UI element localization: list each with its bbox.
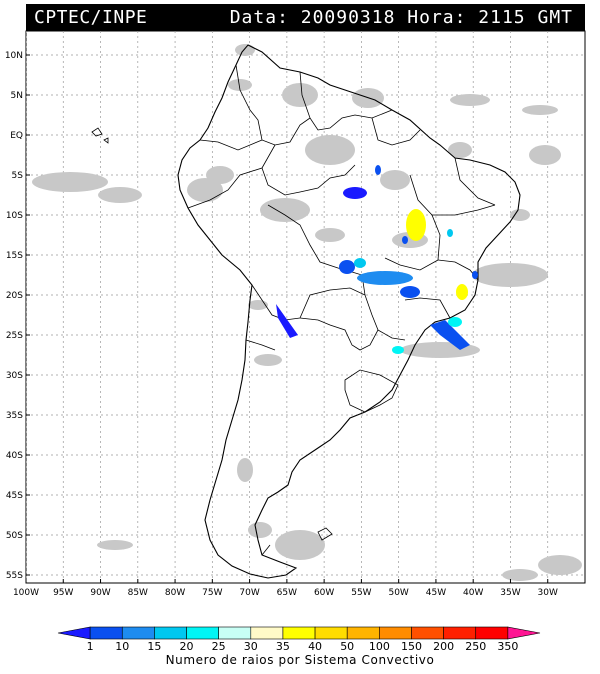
lat-tick-label: 55S xyxy=(6,571,23,581)
legend-label: 150 xyxy=(401,640,422,653)
grid-lines xyxy=(26,31,585,583)
storm-cell xyxy=(400,286,420,298)
lon-tick-label: 45W xyxy=(426,588,446,598)
source-label: CPTEC/INPE xyxy=(34,7,148,28)
legend-swatch xyxy=(282,626,316,640)
legend-swatch xyxy=(154,626,187,640)
lat-tick-label: 40S xyxy=(6,451,23,461)
lat-tick-label: 35S xyxy=(6,411,23,421)
lat-tick-label: 25S xyxy=(6,331,23,341)
storm-cell xyxy=(406,209,426,241)
storm-cell xyxy=(402,236,408,244)
legend-label: 1 xyxy=(87,640,94,653)
legend-label: 30 xyxy=(244,640,258,653)
storm-cell xyxy=(448,317,462,327)
lat-tick-label: 5N xyxy=(11,91,23,101)
legend-swatch xyxy=(507,626,541,640)
lat-tick-label: 10N xyxy=(5,51,23,61)
legend-label: 10 xyxy=(115,640,129,653)
legend-swatch xyxy=(186,626,219,640)
legend-swatch xyxy=(57,626,91,640)
lon-tick-label: 60W xyxy=(314,588,334,598)
legend-label: 100 xyxy=(369,640,390,653)
legend-label: 15 xyxy=(147,640,161,653)
storm-cell xyxy=(392,346,404,354)
storm-cell xyxy=(430,320,470,350)
legend-swatch xyxy=(379,626,412,640)
legend-label: 250 xyxy=(465,640,486,653)
legend-swatch xyxy=(218,626,252,640)
lon-tick-label: 80W xyxy=(165,588,185,598)
lat-tick-label: EQ xyxy=(10,131,23,141)
cloud-cover xyxy=(32,44,582,581)
legend-label: 50 xyxy=(340,640,354,653)
longitude-labels: 100W 95W 90W 85W 80W 75W 70W 65W 60W 55W 50W 45W 40W… xyxy=(13,579,558,598)
lon-tick-label: 30W xyxy=(538,588,558,598)
legend-swatch xyxy=(346,626,380,640)
legend-swatch xyxy=(443,626,477,640)
storm-cell xyxy=(354,258,366,268)
lat-tick-label: 50S xyxy=(6,531,23,541)
lat-tick-label: 45S xyxy=(6,491,23,501)
legend-label: 20 xyxy=(180,640,194,653)
lon-tick-label: 100W xyxy=(13,588,39,598)
country-borders xyxy=(187,64,496,556)
lon-tick-label: 35W xyxy=(500,588,520,598)
map-header: CPTEC/INPE Data: 20090318 Hora: 2115 GMT xyxy=(26,4,585,31)
legend-label: 200 xyxy=(433,640,454,653)
galapagos-islands xyxy=(91,127,109,144)
lon-tick-label: 55W xyxy=(351,588,371,598)
legend-label: 40 xyxy=(308,640,322,653)
lat-tick-label: 20S xyxy=(6,291,23,301)
storm-cell xyxy=(357,271,413,285)
legend-label: 350 xyxy=(497,640,518,653)
lon-tick-label: 95W xyxy=(53,588,73,598)
latitude-labels: 10N 5N EQ 5S 10S 15S 20S 25S 30S 35S 40S 45S 50S 55S xyxy=(5,51,30,581)
storm-cell xyxy=(343,187,367,199)
datetime-label: Data: 20090318 Hora: 2115 GMT xyxy=(229,7,573,28)
lon-tick-label: 40W xyxy=(463,588,483,598)
lat-tick-label: 15S xyxy=(6,251,23,261)
lon-tick-label: 90W xyxy=(90,588,110,598)
storm-cell xyxy=(339,260,355,274)
legend-swatch xyxy=(411,626,444,640)
legend-label: 35 xyxy=(276,640,290,653)
legend-swatch xyxy=(250,626,284,640)
storm-cell xyxy=(472,271,478,279)
storm-cell xyxy=(375,165,381,175)
storm-cell xyxy=(456,284,468,300)
lon-tick-label: 50W xyxy=(388,588,408,598)
convective-systems xyxy=(276,165,478,354)
lat-tick-label: 10S xyxy=(6,211,23,221)
map-frame xyxy=(25,30,586,584)
lon-tick-label: 65W xyxy=(277,588,297,598)
lon-tick-label: 85W xyxy=(128,588,148,598)
legend-swatch xyxy=(314,626,348,640)
legend-swatch xyxy=(475,626,509,640)
legend-swatch xyxy=(121,626,155,640)
south-america-coastline xyxy=(177,44,521,579)
legend-swatch xyxy=(89,626,123,640)
legend-colorbar: 1 10 15 20 25 30 35 40 50 100 150 200 250 350 xyxy=(57,626,541,653)
lon-tick-label: 75W xyxy=(202,588,222,598)
lon-tick-label: 70W xyxy=(239,588,259,598)
falkland-islands xyxy=(317,527,333,541)
lat-tick-label: 30S xyxy=(6,371,23,381)
lat-tick-label: 5S xyxy=(12,171,24,181)
legend-label: 25 xyxy=(212,640,226,653)
storm-cell xyxy=(447,229,453,237)
storm-cell xyxy=(276,304,298,338)
legend-title: Numero de raios por Sistema Convectivo xyxy=(165,653,435,667)
